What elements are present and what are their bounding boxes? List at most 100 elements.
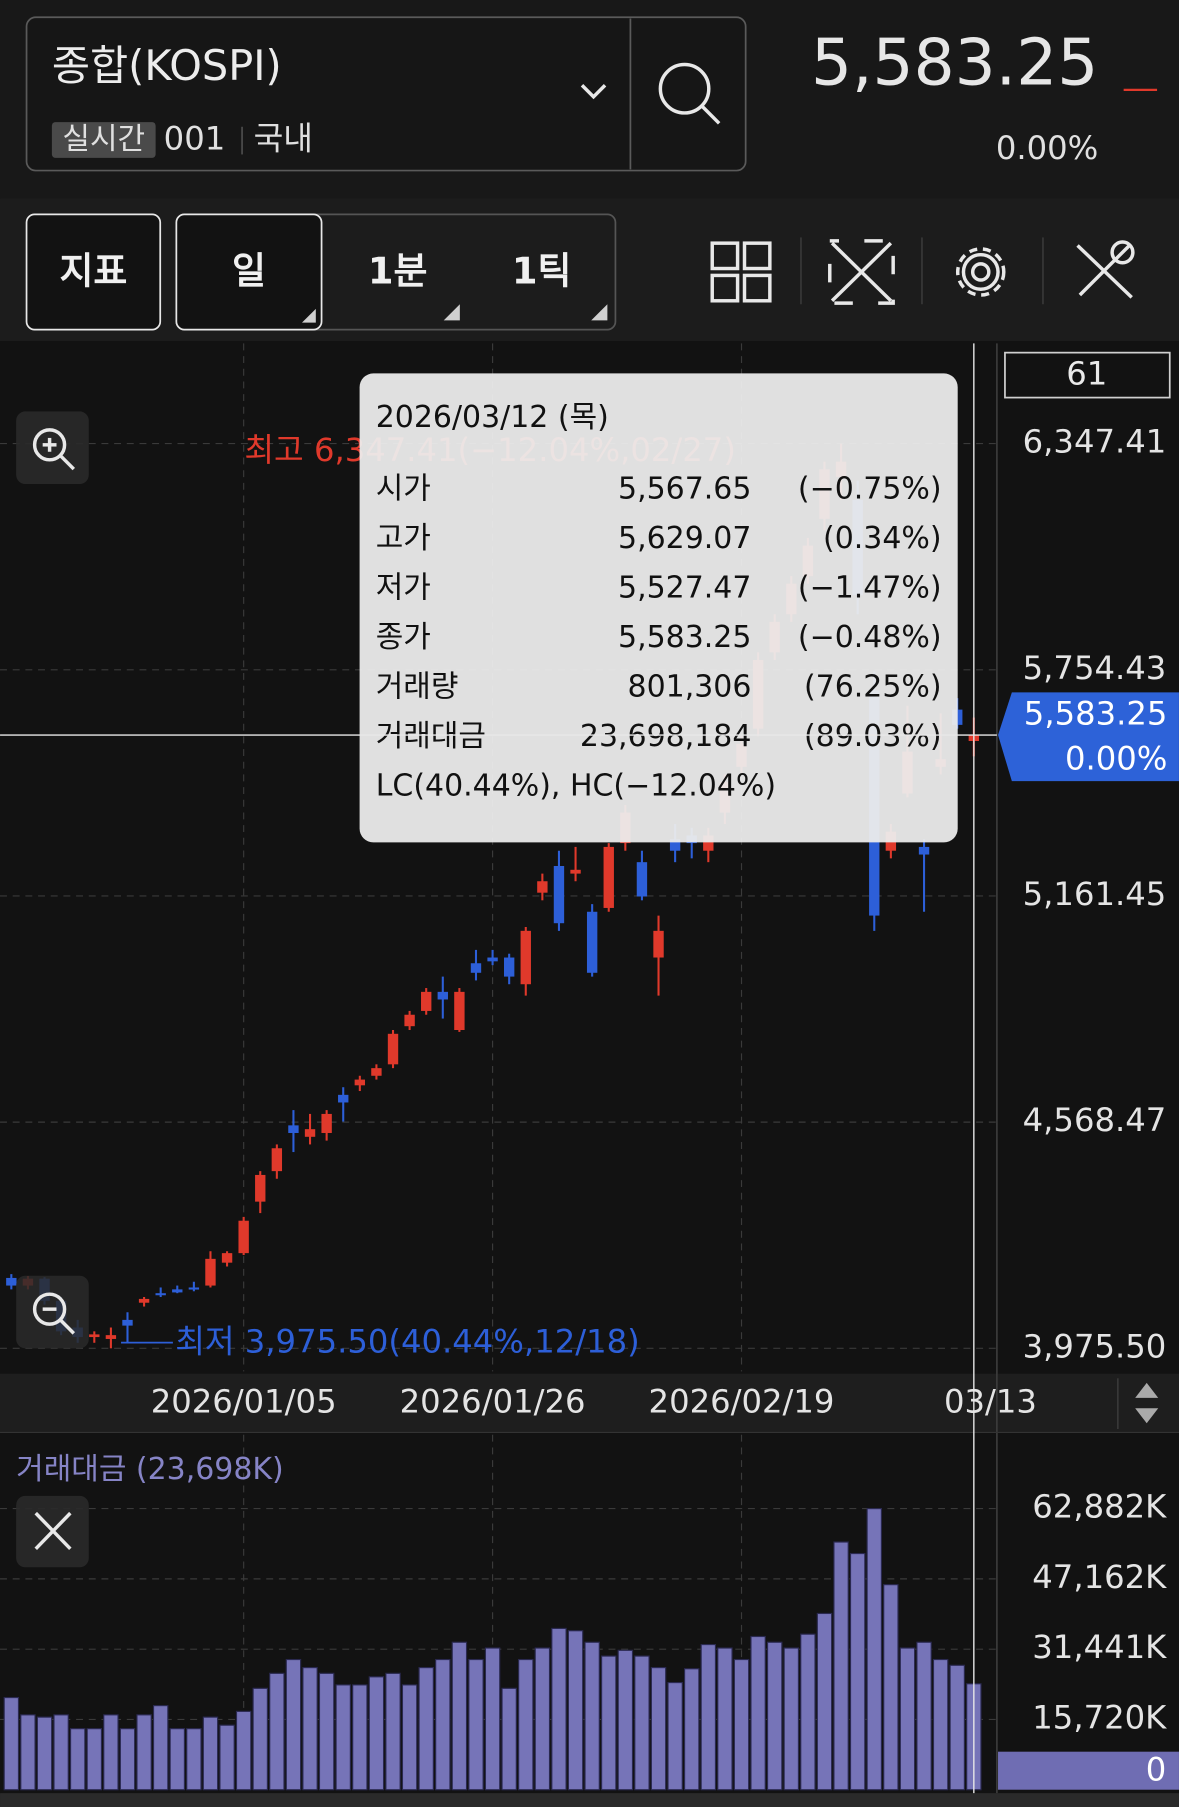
bar xyxy=(534,1647,551,1791)
zoom-in-button[interactable] xyxy=(16,411,89,485)
price-tag xyxy=(998,692,1179,782)
tooltip-value: 5,527.47 xyxy=(618,570,751,605)
bar xyxy=(335,1684,351,1791)
visible-count: 61 xyxy=(1066,355,1107,393)
fullscreen-icon[interactable] xyxy=(828,239,895,305)
tooltip-label: 종가 xyxy=(376,620,431,655)
candle-body xyxy=(503,957,515,977)
y-tick-box xyxy=(998,1751,1179,1790)
bar xyxy=(53,1714,69,1791)
tooltip-rows: 시가 5,567.65 (−0.75%) 고가 5,629.07 (0.34%) 저가 5,5… xyxy=(376,471,942,754)
bar xyxy=(86,1728,103,1791)
candle-body xyxy=(404,1014,415,1027)
candle-body xyxy=(122,1319,133,1326)
bar xyxy=(650,1667,667,1791)
price-tag-change: 0.00% xyxy=(1065,739,1167,777)
bar xyxy=(352,1684,368,1791)
x-tick-label: 2026/01/05 xyxy=(151,1383,337,1421)
candle-body xyxy=(520,930,531,985)
tooltip-value: 5,583.25 xyxy=(618,620,751,655)
tooltip-change: (76.25%) xyxy=(804,669,942,704)
symbol-code: 001 xyxy=(164,120,226,158)
bar xyxy=(418,1667,434,1791)
tooltip-value: 5,567.65 xyxy=(618,471,751,506)
volume-legend: 거래대금 (23,698K) xyxy=(16,1452,284,1487)
search-icon-handle[interactable] xyxy=(700,104,721,125)
layout-icon[interactable] xyxy=(710,241,772,303)
bar xyxy=(451,1641,468,1791)
dropdown-chevron[interactable] xyxy=(580,84,607,100)
zoom-out-button[interactable] xyxy=(16,1275,89,1349)
date-axis-background xyxy=(0,1373,1179,1433)
low-annotation: 최저 3,975.50(40.44%,12/18) xyxy=(175,1323,640,1361)
y-tick-label: 6,347.41 xyxy=(1023,423,1167,461)
candle-body xyxy=(304,1129,316,1137)
tooltip-date: 2026/03/12 (목) xyxy=(376,400,609,435)
zoom-in-icon xyxy=(58,453,76,471)
candle-body xyxy=(669,839,681,851)
price-tag-price: 5,583.25 xyxy=(1024,694,1168,732)
y-tick-label: 0 xyxy=(1146,1750,1167,1788)
candle-body xyxy=(421,991,432,1011)
y-tick-label: 5,754.43 xyxy=(1023,649,1167,687)
bar xyxy=(833,1541,849,1791)
bar xyxy=(584,1641,600,1791)
scroll-up[interactable] xyxy=(1135,1382,1159,1398)
candle-body xyxy=(138,1298,150,1303)
bar xyxy=(883,1584,899,1791)
tooltip-label: 저가 xyxy=(376,570,431,605)
zoom-out-icon xyxy=(58,1318,76,1335)
x-tick-label: 2026/02/19 xyxy=(649,1383,835,1421)
bar xyxy=(501,1687,517,1791)
icon-part xyxy=(828,239,895,305)
y-tick-label: 31,441K xyxy=(1032,1628,1167,1666)
icon-part xyxy=(955,247,1006,297)
candle-body xyxy=(553,865,565,924)
icon-part xyxy=(710,241,740,271)
bar xyxy=(667,1682,683,1791)
icon-part xyxy=(830,241,893,303)
bar xyxy=(69,1728,86,1791)
x-tick-label: 2026/01/26 xyxy=(400,1383,586,1421)
tooltip-change: (−1.47%) xyxy=(798,570,942,605)
zoom-out-icon xyxy=(32,1292,67,1326)
period-menu-marker xyxy=(443,304,460,321)
bar xyxy=(816,1612,833,1791)
bar xyxy=(235,1710,252,1791)
bar xyxy=(683,1668,700,1791)
indicator-label[interactable]: 지표 xyxy=(59,250,127,293)
tooltip-label: 고가 xyxy=(376,521,431,556)
indicator-button[interactable] xyxy=(25,213,162,331)
symbol-name[interactable]: 종합(KOSPI) xyxy=(52,41,282,90)
tooltip-change: (89.03%) xyxy=(804,719,942,754)
bar xyxy=(152,1705,169,1791)
candle-body xyxy=(89,1334,100,1338)
icon-part xyxy=(961,252,1000,291)
candle-body xyxy=(338,1094,349,1103)
bar xyxy=(36,1716,53,1791)
period-label[interactable]: 1분 xyxy=(368,250,428,293)
icon-part xyxy=(710,273,740,303)
settings-icon[interactable] xyxy=(955,247,1006,297)
period-button-selected[interactable] xyxy=(175,213,323,331)
header-price: 5,583.25 xyxy=(811,25,1098,100)
bar xyxy=(551,1627,567,1791)
bar xyxy=(285,1658,302,1791)
count-box xyxy=(1004,351,1171,399)
scroll-down[interactable] xyxy=(1135,1408,1159,1424)
candle-body xyxy=(470,963,482,973)
crosshair: 5,583.25 0.00% xyxy=(0,343,1179,1794)
bar xyxy=(401,1684,418,1791)
search-icon[interactable] xyxy=(658,62,711,115)
icon-part xyxy=(1078,244,1131,297)
tooltip: 2026/03/12 (목) 시가 5,567.65 (−0.75%) 고가 5,629… xyxy=(359,373,958,843)
y-tick-label: 47,162K xyxy=(1032,1558,1167,1596)
bar xyxy=(916,1641,932,1791)
tools-icon[interactable] xyxy=(1076,240,1135,299)
period-label[interactable]: 일 xyxy=(232,250,266,293)
symbol-box[interactable] xyxy=(25,16,747,172)
candle-body xyxy=(918,846,930,855)
candle-body xyxy=(437,991,448,1000)
y-tick-label: 15,720K xyxy=(1032,1698,1167,1736)
period-label[interactable]: 1틱 xyxy=(512,250,572,293)
